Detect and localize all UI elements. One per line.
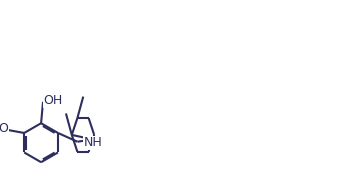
Text: NH: NH <box>84 136 102 149</box>
Text: O: O <box>0 122 8 135</box>
Text: OH: OH <box>43 94 62 107</box>
